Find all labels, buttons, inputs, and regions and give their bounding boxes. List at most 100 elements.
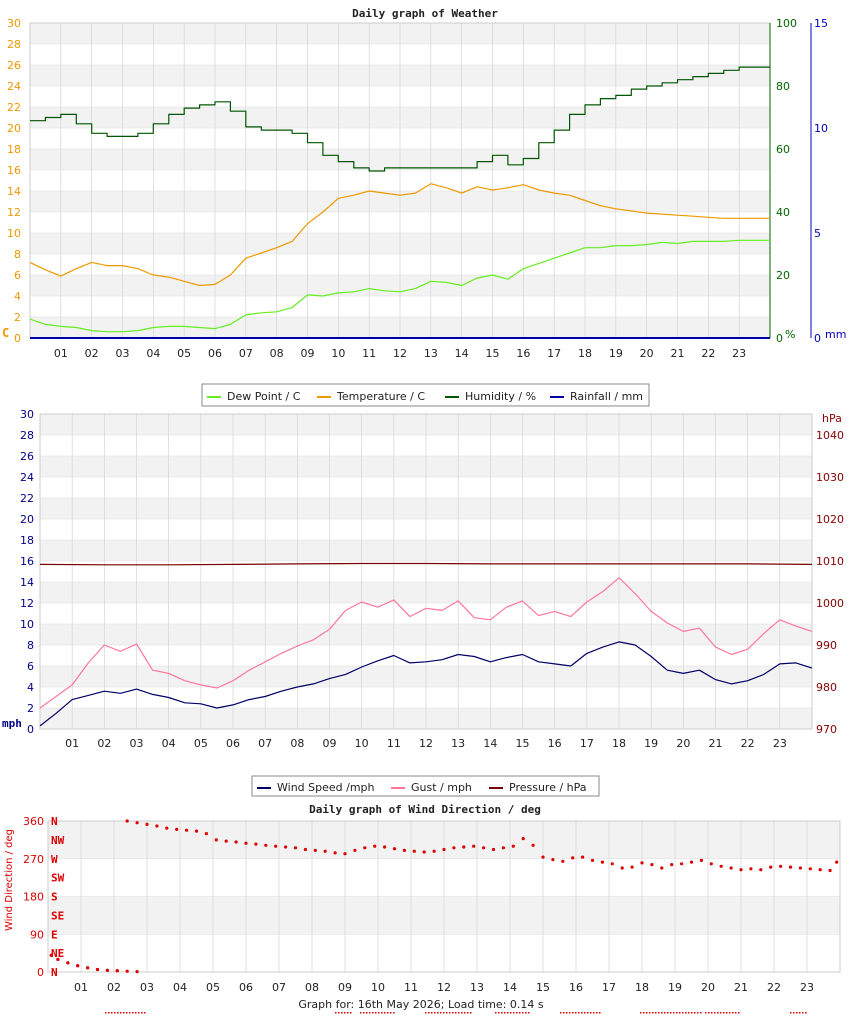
wind-speed-axis-tick-label: 4 xyxy=(27,681,34,694)
humidity-axis-tick-label: 40 xyxy=(776,206,790,219)
pressure-axis-tick-label: 980 xyxy=(816,681,837,694)
direction-strip-dot xyxy=(726,1012,728,1014)
direction-strip-dot xyxy=(525,1012,527,1014)
wind-direction-x-tick-label: 05 xyxy=(206,981,220,994)
weather-chart-x-tick-label: 12 xyxy=(393,347,407,360)
wind-direction-point xyxy=(729,866,733,870)
wind-speed-axis-tick-label: 10 xyxy=(20,618,34,631)
direction-strip-dot xyxy=(685,1012,687,1014)
direction-strip-dot xyxy=(123,1012,125,1014)
direction-strip-dot xyxy=(578,1012,580,1014)
direction-strip-dot xyxy=(705,1012,707,1014)
direction-strip-dot xyxy=(682,1012,684,1014)
compass-label: NW xyxy=(51,834,65,847)
wind-direction-point xyxy=(808,867,812,871)
direction-strip-dot xyxy=(363,1012,365,1014)
weather-chart-x-tick-label: 08 xyxy=(270,347,284,360)
wind-direction-point xyxy=(194,829,199,833)
direction-strip-dot xyxy=(528,1012,530,1014)
wind-direction-point xyxy=(769,865,773,869)
direction-strip-dot xyxy=(338,1012,340,1014)
weather-chart-x-tick-label: 05 xyxy=(177,347,191,360)
pressure-line xyxy=(39,562,813,566)
wind-direction-point xyxy=(254,842,258,846)
wind-direction-point xyxy=(699,858,704,863)
direction-strip-dot xyxy=(738,1012,740,1014)
wind-direction-point xyxy=(214,838,218,842)
wind-direction-point xyxy=(432,849,436,853)
wind-direction-point xyxy=(442,847,446,852)
footer-status: Graph for: 16th May 2026; Load time: 0.1… xyxy=(298,998,544,1011)
direction-strip-dot xyxy=(587,1012,589,1014)
wind-direction-axis-tick-label: 90 xyxy=(30,928,44,941)
wind-speed-axis-tick-label: 24 xyxy=(20,471,34,484)
pressure-axis-tick-label: 990 xyxy=(816,639,837,652)
weather-chart-x-tick-label: 23 xyxy=(732,347,746,360)
wind-chart-x-tick-label: 20 xyxy=(676,737,690,750)
direction-strip-dot xyxy=(723,1012,725,1014)
wind-direction-point xyxy=(571,856,575,860)
pressure-axis-unit: hPa xyxy=(822,412,842,425)
gust-line xyxy=(39,577,813,709)
direction-strip-dot xyxy=(717,1012,719,1014)
direction-strip-dot xyxy=(670,1012,672,1014)
humidity-axis-tick-label: 100 xyxy=(776,17,797,30)
direction-strip-dot xyxy=(563,1012,565,1014)
humidity-legend-label: Humidity / % xyxy=(465,390,536,403)
wind-chart-x-tick-label: 09 xyxy=(323,737,337,750)
wind-direction-point xyxy=(640,861,644,865)
wind-direction-x-tick-label: 16 xyxy=(569,981,583,994)
wind-speed-axis-unit: mph xyxy=(2,717,22,730)
direction-strip-dot xyxy=(643,1012,645,1014)
wind-direction-point xyxy=(462,845,466,849)
wind-direction-point xyxy=(135,970,139,974)
wind-direction-point xyxy=(105,968,109,972)
direction-strip-dot xyxy=(519,1012,521,1014)
wind-chart-x-tick-label: 17 xyxy=(580,737,594,750)
wind-direction-point xyxy=(828,868,832,873)
direction-strip-dot xyxy=(393,1012,395,1014)
wind-direction-axis-tick-label: 270 xyxy=(23,853,44,866)
direction-strip-dot xyxy=(390,1012,392,1014)
direction-strip-dot xyxy=(452,1012,454,1014)
wind-direction-point xyxy=(482,846,486,850)
direction-strip-dot xyxy=(599,1012,601,1014)
wind-direction-chart-title: Daily graph of Wind Direction / deg xyxy=(309,803,541,816)
temperature-axis-tick-label: 14 xyxy=(7,185,21,198)
wind-direction-point xyxy=(541,855,545,859)
direction-strip-dot xyxy=(513,1012,515,1014)
wind-chart-x-tick-label: 05 xyxy=(194,737,208,750)
rainfall-axis-unit: mm xyxy=(825,328,846,341)
direction-strip-dot xyxy=(347,1012,349,1014)
direction-strip-dot xyxy=(667,1012,669,1014)
wind-direction-axis-tick-label: 180 xyxy=(23,891,44,904)
wind-direction-point xyxy=(491,847,496,852)
wind-direction-point xyxy=(452,846,456,850)
wind-direction-point xyxy=(303,847,307,852)
temperature-axis-tick-label: 2 xyxy=(14,311,21,324)
wind-direction-x-tick-label: 10 xyxy=(371,981,385,994)
wind-chart-x-tick-label: 04 xyxy=(162,737,176,750)
direction-strip-dot xyxy=(495,1012,497,1014)
temperature-axis-tick-label: 18 xyxy=(7,143,21,156)
weather-chart-x-tick-label: 15 xyxy=(486,347,500,360)
direction-strip-dot xyxy=(428,1012,430,1014)
wind-direction-point xyxy=(293,846,298,850)
wind-direction-point xyxy=(739,868,743,872)
wind-speed-axis-tick-label: 14 xyxy=(20,576,34,589)
wind-direction-point xyxy=(363,846,367,850)
direction-strip-dot xyxy=(590,1012,592,1014)
direction-strip-dot xyxy=(375,1012,377,1014)
wind-chart-x-tick-label: 07 xyxy=(258,737,272,750)
direction-strip-dot xyxy=(458,1012,460,1014)
wind-chart-x-tick-label: 06 xyxy=(226,737,240,750)
wind-direction-point xyxy=(689,860,694,864)
direction-strip-dot xyxy=(658,1012,660,1014)
wind-direction-point xyxy=(600,860,605,864)
wind-direction-point xyxy=(353,848,357,853)
wind-speed-axis-tick-label: 30 xyxy=(20,408,34,421)
weather-chart-x-tick-label: 21 xyxy=(671,347,685,360)
wind-chart-x-tick-label: 14 xyxy=(483,737,497,750)
weather-chart-x-tick-label: 06 xyxy=(208,347,222,360)
wind-direction-point xyxy=(155,824,159,828)
